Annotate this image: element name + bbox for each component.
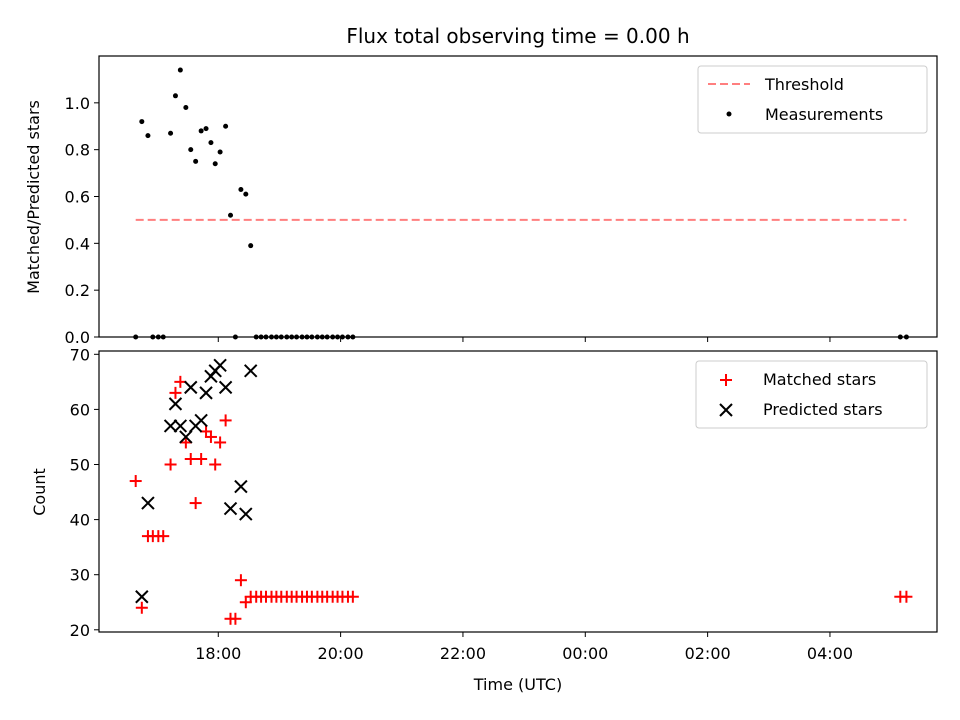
measurements-point: [243, 191, 249, 197]
measurements-point: [193, 158, 199, 164]
measurements-point: [139, 119, 145, 125]
predicted-stars-point: [218, 380, 233, 395]
y-tick-label: 0.6: [65, 188, 90, 207]
y-tick-label: 0.0: [65, 328, 90, 347]
matched-stars-point: [184, 452, 197, 465]
matched-stars-point: [346, 590, 359, 603]
measurements-point: [217, 149, 223, 155]
ratio-panel: 0.0 0.2 0.4 0.6 0.8 1.0 Matched/Predicted sta…: [24, 55, 938, 347]
matched-legend-marker: [720, 374, 732, 386]
matched-stars-point: [195, 452, 208, 465]
x-tick-label: 02:00: [685, 644, 731, 663]
matched-stars-point: [900, 590, 913, 603]
ratio-y-axis-label: Matched/Predicted stars: [24, 100, 43, 294]
predicted-legend-marker: [719, 403, 733, 417]
measurements-legend-label: Measurements: [765, 105, 883, 124]
measurements-legend-marker: [726, 111, 732, 117]
predicted-stars-point: [239, 507, 253, 521]
x-tick-label: 20:00: [318, 644, 364, 663]
ratio-legend: Threshold Measurements: [697, 65, 928, 134]
predicted-stars-point: [213, 358, 227, 373]
matched-stars-point: [157, 530, 170, 543]
matched-stars-point: [214, 436, 227, 449]
y-tick-label: 0.8: [65, 141, 90, 160]
matched-legend-label: Matched stars: [763, 370, 876, 389]
measurements-point: [208, 140, 214, 146]
ratio-x-ticks: [217, 337, 831, 342]
x-tick-label: 04:00: [807, 644, 853, 663]
measurements-point: [248, 243, 254, 249]
predicted-stars-point: [168, 397, 183, 411]
measurements-point: [172, 93, 178, 99]
measurements-point: [198, 128, 204, 134]
y-tick-label: 60: [70, 400, 90, 419]
predicted-stars-point: [194, 413, 208, 428]
measurements-point: [188, 147, 194, 153]
count-legend: Matched stars Predicted stars: [695, 360, 928, 429]
matched-stars-point: [229, 612, 242, 625]
matched-stars-point: [234, 574, 247, 587]
y-tick-label: 50: [70, 456, 90, 475]
measurements-point: [238, 186, 244, 192]
count-x-ticks: 18:00 20:00 22:00 00:00 02:00 04:00: [195, 632, 853, 663]
predicted-stars-point: [184, 380, 198, 395]
y-tick-label: 40: [70, 511, 90, 530]
predicted-stars-point: [199, 386, 213, 400]
matched-stars-point: [169, 386, 182, 399]
x-axis-label: Time (UTC): [473, 675, 562, 694]
matched-stars-point: [135, 601, 148, 614]
x-tick-label: 18:00: [195, 644, 241, 663]
x-tick-label: 22:00: [440, 644, 486, 663]
matched-stars-point: [179, 436, 192, 449]
predicted-stars-point: [223, 501, 238, 516]
y-tick-label: 30: [70, 566, 90, 585]
measurements-point: [145, 133, 151, 139]
count-marks: [129, 358, 913, 625]
matched-stars-point: [209, 458, 222, 471]
matched-stars-point: [164, 458, 177, 471]
predicted-stars-point: [173, 419, 188, 433]
measurements-point: [212, 161, 218, 167]
x-tick-label: 00:00: [562, 644, 608, 663]
count-panel: 20 30 40 50 60 70 18:00 20:00 22:00 00:00 02:00 04…: [30, 345, 938, 694]
predicted-stars-point: [163, 419, 178, 433]
threshold-legend-label: Threshold: [764, 75, 844, 94]
measurements-point: [228, 212, 234, 218]
chart-title: Flux total observing time = 0.00 h: [346, 24, 689, 48]
y-tick-label: 20: [70, 621, 90, 640]
matched-stars-point: [189, 497, 202, 510]
predicted-stars-point: [243, 364, 258, 378]
measurements-point: [177, 67, 183, 73]
predicted-stars-point: [179, 430, 193, 444]
y-tick-label: 0.2: [65, 281, 90, 300]
measurements-point: [168, 130, 174, 136]
predicted-legend-label: Predicted stars: [763, 400, 883, 419]
matched-stars-point: [219, 414, 232, 427]
measurements-point: [223, 123, 229, 129]
measurements-point: [203, 126, 209, 132]
ratio-legend-box: [697, 65, 928, 134]
measurements-point: [183, 105, 189, 111]
y-tick-label: 0.4: [65, 234, 90, 253]
predicted-stars-point: [234, 479, 248, 494]
y-tick-label: 1.0: [65, 94, 90, 113]
count-y-ticks: 20 30 40 50 60 70: [70, 345, 99, 640]
ratio-marks: [133, 67, 909, 340]
matched-stars-point: [129, 475, 142, 488]
count-y-axis-label: Count: [30, 468, 49, 516]
count-axes-frame: [98, 350, 938, 633]
count-legend-box: [695, 360, 928, 429]
predicted-stars-point: [135, 590, 149, 604]
ratio-y-ticks: 0.0 0.2 0.4 0.6 0.8 1.0: [65, 94, 99, 347]
y-tick-label: 70: [70, 345, 90, 364]
matched-stars-point: [204, 430, 217, 443]
predicted-stars-point: [141, 496, 155, 510]
